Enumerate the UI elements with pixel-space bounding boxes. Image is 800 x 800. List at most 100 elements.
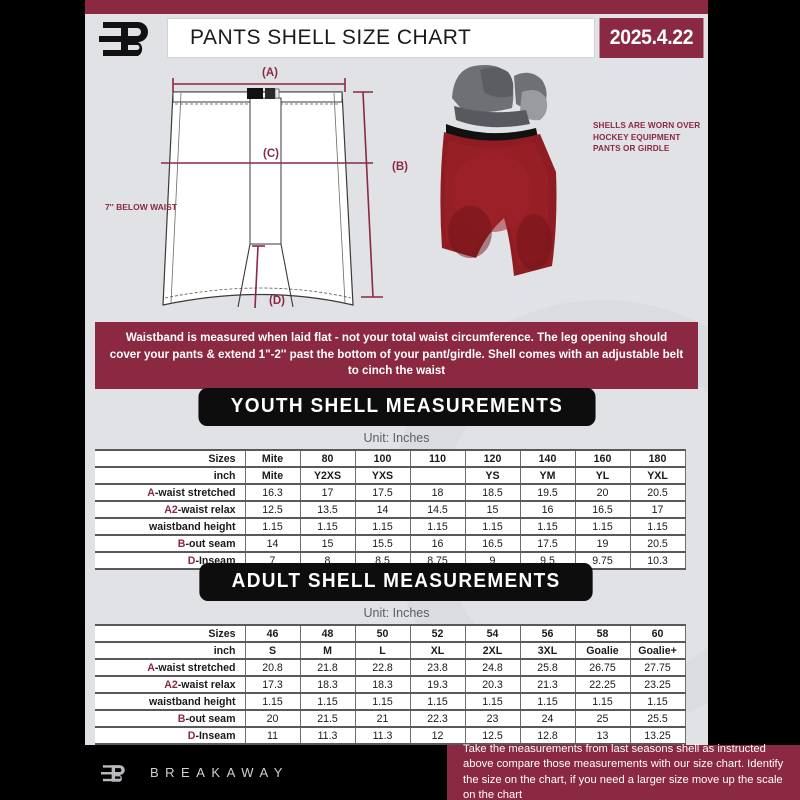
youth-unit-label: Unit: Inches <box>363 431 430 445</box>
table-cell: L <box>354 642 410 660</box>
page-title: PANTS SHELL SIZE CHART <box>190 26 472 49</box>
footer-brand-name: BREAKAWAY <box>150 765 289 780</box>
table-cell: 12.5 <box>464 727 520 745</box>
table-cell: 20 <box>574 484 630 502</box>
table-row: A2-waist relax 17.3 18.3 18.3 19.3 20.3 21.3 22… <box>95 676 686 694</box>
row-label: waistband height <box>95 518 245 536</box>
row-label: A2-waist relax <box>95 676 245 694</box>
youth-size-table: Sizes Mite 80 100 110 120 140 160 180 inch Mite Y2X… <box>95 449 686 570</box>
table-cell: 20.5 <box>629 535 686 553</box>
table-cell: 12 <box>409 727 465 745</box>
table-cell: 46 <box>244 624 300 643</box>
table-cell: 110 <box>409 449 465 468</box>
table-cell: YXL <box>629 467 686 485</box>
table-row: inch S M L XL 2XL 3XL Goalie Goalie+ <box>95 642 686 660</box>
table-cell: 21.3 <box>519 676 575 694</box>
dimension-label-c: (C) <box>263 148 279 160</box>
table-cell: 16.5 <box>464 535 520 553</box>
table-cell: 24 <box>519 710 575 728</box>
table-cell: 20.3 <box>464 676 520 694</box>
table-cell: 14.5 <box>409 501 465 519</box>
table-cell: 22.3 <box>409 710 465 728</box>
table-cell: 24.8 <box>464 659 520 677</box>
row-label-letter: B <box>177 537 186 550</box>
table-cell: 120 <box>464 449 520 468</box>
table-cell: 13.25 <box>629 727 686 745</box>
row-label: A2-waist relax <box>95 501 245 519</box>
top-accent-strip <box>85 0 708 14</box>
table-cell: 13.5 <box>299 501 355 519</box>
table-cell: 13 <box>574 727 630 745</box>
table-cell: 15.5 <box>354 535 410 553</box>
table-cell: YS <box>464 467 520 485</box>
table-cell: 1.15 <box>244 693 300 711</box>
row-label-letter: A <box>147 486 155 499</box>
table-cell: M <box>299 642 355 660</box>
table-cell: 1.15 <box>574 693 630 711</box>
table-cell: 23.25 <box>629 676 686 694</box>
youth-section-title: YOUTH SHELL MEASUREMENTS <box>197 388 596 426</box>
table-cell: 1.15 <box>519 518 575 536</box>
table-row: waistband height 1.15 1.15 1.15 1.15 1.15 1.15… <box>95 693 686 711</box>
table-cell: 23.8 <box>409 659 465 677</box>
dimension-label-b: (B) <box>392 161 408 173</box>
table-cell: 14 <box>244 535 300 553</box>
adult-section-title: ADULT SHELL MEASUREMENTS <box>199 563 594 601</box>
row-label: inch <box>95 642 245 660</box>
footer-logo-area: BREAKAWAY <box>0 745 447 800</box>
table-row: waistband height 1.15 1.15 1.15 1.15 1.15 1.15… <box>95 518 686 536</box>
adult-unit-label: Unit: Inches <box>363 606 430 620</box>
table-cell: 80 <box>299 449 355 468</box>
table-cell: 20.8 <box>244 659 300 677</box>
row-label-text: -waist relax <box>177 503 236 516</box>
adult-table-body: Sizes 46 48 50 52 54 56 58 60 inch S M L XL 2XL 3XL Goal… <box>95 624 686 745</box>
table-cell: 19 <box>574 535 630 553</box>
table-cell: 18 <box>409 484 465 502</box>
table-cell: 1.15 <box>354 518 410 536</box>
table-cell: 1.15 <box>409 518 465 536</box>
table-cell: 15 <box>299 535 355 553</box>
breakaway-b-logo-icon <box>97 14 167 62</box>
content-panel: PANTS SHELL SIZE CHART 2025.4.22 <box>85 0 708 745</box>
table-row: A2-waist relax 12.5 13.5 14 14.5 15 16 16.5 17 <box>95 501 686 519</box>
table-row: A-waist stretched 20.8 21.8 22.8 23.8 24.8 25.… <box>95 659 686 677</box>
table-cell: 19.5 <box>519 484 575 502</box>
table-cell: 60 <box>629 624 686 643</box>
table-row: B-out seam 20 21.5 21 22.3 23 24 25 25.5 <box>95 710 686 728</box>
table-cell: 17.5 <box>354 484 410 502</box>
table-cell: Goalie+ <box>629 642 686 660</box>
table-row: A-waist stretched 16.3 17 17.5 18 18.5 19.5 20 2… <box>95 484 686 502</box>
table-cell: 21 <box>354 710 410 728</box>
table-cell: Mite <box>244 467 300 485</box>
row-label-text: -out seam <box>185 537 236 550</box>
table-cell: XL <box>409 642 465 660</box>
row-label-letter: A2 <box>164 678 178 691</box>
youth-section: YOUTH SHELL MEASUREMENTS Unit: Inches Si… <box>95 388 698 570</box>
table-cell: 16.5 <box>574 501 630 519</box>
below-waist-label: 7'' BELOW WAIST <box>104 202 177 212</box>
table-cell: 17.3 <box>244 676 300 694</box>
page-header: PANTS SHELL SIZE CHART 2025.4.22 <box>85 14 708 62</box>
table-cell: 18.3 <box>299 676 355 694</box>
table-cell: 17 <box>629 501 686 519</box>
row-label-text: -Inseam <box>195 729 236 742</box>
table-cell: 1.15 <box>299 518 355 536</box>
table-cell: 48 <box>299 624 355 643</box>
row-label-letter: D <box>187 554 196 567</box>
row-label: A-waist stretched <box>95 659 245 677</box>
table-cell: 1.15 <box>519 693 575 711</box>
date-badge: 2025.4.22 <box>599 18 704 58</box>
table-cell: 140 <box>519 449 575 468</box>
table-cell: 2XL <box>464 642 520 660</box>
table-cell: 27.75 <box>629 659 686 677</box>
product-photo <box>440 65 557 276</box>
table-row: B-out seam 14 15 15.5 16 16.5 17.5 19 20.5 <box>95 535 686 553</box>
adult-size-table: Sizes 46 48 50 52 54 56 58 60 inch S M L XL 2XL 3XL Goal… <box>95 624 686 745</box>
table-cell: 16 <box>519 501 575 519</box>
table-cell: S <box>244 642 300 660</box>
table-cell: 12.5 <box>244 501 300 519</box>
table-cell: 26.75 <box>574 659 630 677</box>
table-cell: 11.3 <box>354 727 410 745</box>
photo-note: SHELLS ARE WORN OVER HOCKEY EQUIPMENT PA… <box>593 121 701 153</box>
table-cell: 11 <box>244 727 300 745</box>
